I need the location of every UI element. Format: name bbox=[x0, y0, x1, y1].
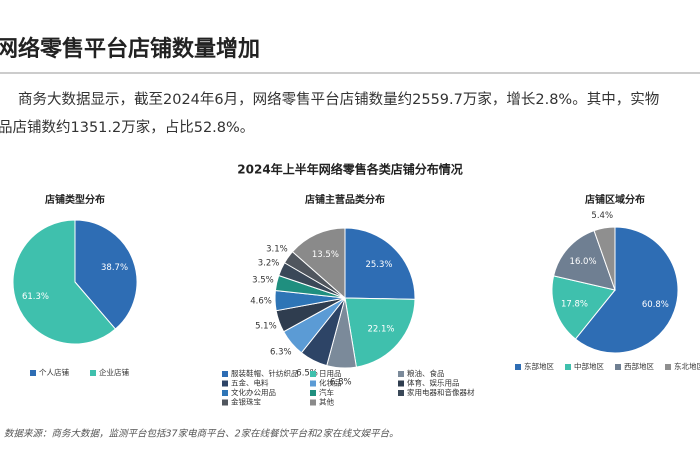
legend-label: 金银珠宝 bbox=[231, 397, 261, 407]
legend-label: 企业店铺 bbox=[99, 367, 129, 377]
legend-label: 日用品 bbox=[319, 369, 342, 378]
pie-slice bbox=[551, 275, 616, 340]
legend-label: 粮油、食品 bbox=[407, 368, 445, 378]
legend-label: 体育、娱乐用品 bbox=[407, 378, 460, 388]
legend-swatch bbox=[30, 370, 36, 376]
legend-swatch bbox=[310, 399, 316, 406]
legend-swatch bbox=[565, 364, 571, 370]
legend-swatch bbox=[222, 380, 228, 387]
data-label: 60.8% bbox=[642, 300, 669, 310]
legend-swatch bbox=[615, 364, 621, 370]
legend-swatch bbox=[222, 371, 228, 377]
data-label: 61.3% bbox=[22, 292, 49, 302]
legend-swatch bbox=[310, 380, 316, 387]
legend-label: 其他 bbox=[319, 397, 334, 407]
pie-slice bbox=[291, 227, 346, 300]
legend-swatch bbox=[222, 399, 228, 406]
legend-label: 五金、电料 bbox=[231, 378, 269, 388]
legend-label: 家用电器和音像器材 bbox=[407, 387, 475, 397]
data-label: 6.5% bbox=[296, 368, 318, 378]
legend-swatch bbox=[398, 390, 404, 396]
source-note: 数据来源：商务大数据，监测平台包括37家电商平台、2家在线餐饮平台和2家在线文娱… bbox=[4, 428, 399, 440]
legend-label: 个人店铺 bbox=[39, 367, 69, 377]
pie-slice bbox=[344, 297, 416, 368]
data-label: 4.6% bbox=[250, 297, 272, 307]
legend-label: 化妆品 bbox=[319, 378, 342, 388]
legend-swatch bbox=[665, 364, 671, 370]
legend-swatch bbox=[515, 364, 521, 370]
pie-slice bbox=[12, 219, 117, 345]
figure-title: 2024年上半年网络零售各类店铺分布情况 bbox=[237, 162, 462, 177]
legend-swatch bbox=[310, 390, 316, 396]
legend-label: 东部地区 bbox=[524, 361, 554, 371]
data-label: 5.1% bbox=[255, 322, 277, 332]
body-text: 品店铺数约1351.2万家，占比52.8%。 bbox=[0, 119, 254, 136]
data-label: 3.1% bbox=[266, 244, 288, 254]
data-label: 22.1% bbox=[367, 325, 394, 335]
pie-slice bbox=[344, 227, 416, 300]
pie-slice bbox=[593, 226, 616, 291]
data-label: 16.0% bbox=[570, 257, 597, 267]
data-label: 6.8% bbox=[330, 377, 352, 387]
body-text: 商务大数据显示，截至2024年6月，网络零售平台店铺数量约2559.7万家，增长… bbox=[18, 91, 659, 108]
data-label: 6.3% bbox=[270, 348, 292, 358]
data-label: 3.5% bbox=[252, 275, 274, 285]
data-label: 5.4% bbox=[591, 211, 613, 221]
legend-label: 中部地区 bbox=[574, 361, 604, 371]
pie-title: 店铺类型分布 bbox=[45, 193, 105, 206]
data-label: 13.5% bbox=[312, 250, 339, 260]
legend-label: 西部地区 bbox=[624, 361, 654, 371]
legend-swatch bbox=[90, 370, 96, 376]
pie-title: 店铺主营品类分布 bbox=[305, 193, 385, 206]
data-label: 25.3% bbox=[365, 260, 392, 270]
pie-slice bbox=[74, 219, 138, 330]
data-label: 17.8% bbox=[561, 300, 588, 310]
legend-label: 汽车 bbox=[319, 387, 334, 397]
legend-label: 东北地区 bbox=[674, 361, 700, 371]
slide-title: 网络零售平台店铺数量增加 bbox=[0, 36, 260, 62]
legend-label: 文化办公用品 bbox=[231, 387, 276, 397]
data-label: 3.2% bbox=[258, 259, 280, 269]
legend-swatch bbox=[398, 380, 404, 387]
legend-swatch bbox=[310, 371, 316, 377]
pie-slice bbox=[574, 226, 679, 354]
pie-slice bbox=[553, 229, 616, 291]
pie-title: 店铺区域分布 bbox=[585, 193, 645, 206]
data-label: 38.7% bbox=[101, 263, 128, 273]
legend-swatch bbox=[398, 371, 404, 377]
legend-label: 服装鞋帽、针纺织品 bbox=[231, 368, 299, 378]
legend-swatch bbox=[222, 390, 228, 396]
